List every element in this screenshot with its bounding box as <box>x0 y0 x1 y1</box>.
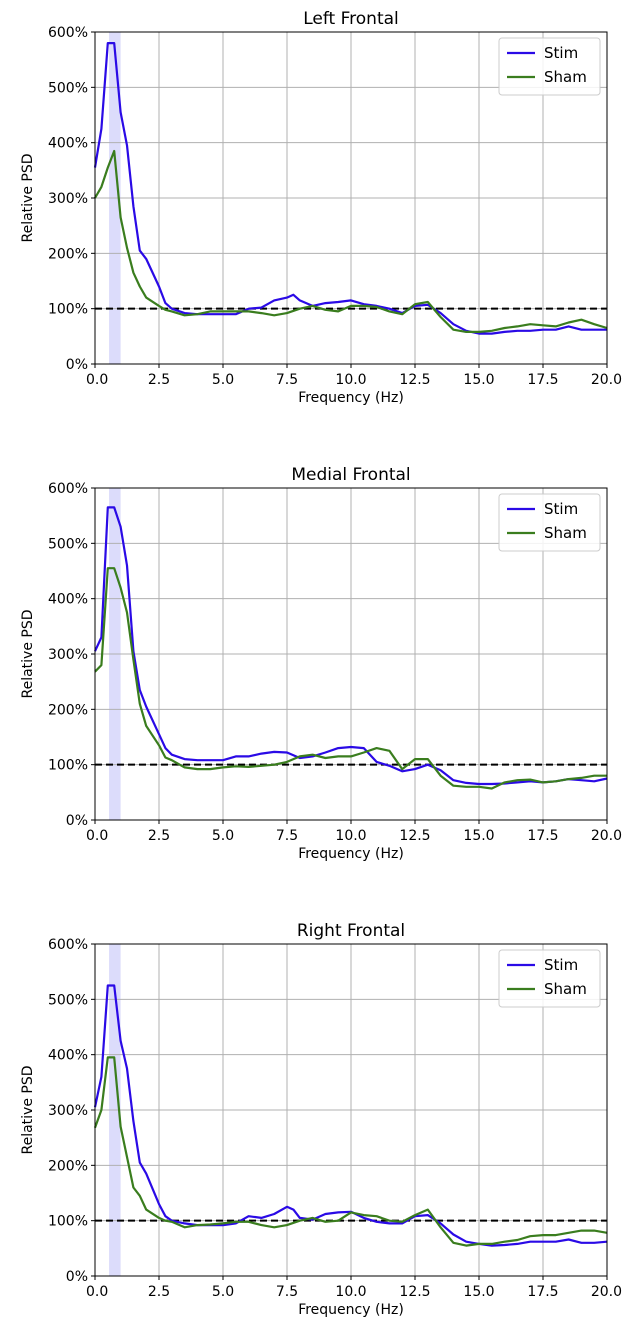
x-tick-label: 20.0 <box>591 828 622 844</box>
series-line-stim <box>94 506 608 786</box>
y-tick-label: 500% <box>48 992 88 1008</box>
series-line-sham <box>94 567 607 790</box>
y-tick-label: 400% <box>48 136 88 152</box>
series-line-sham <box>94 149 608 333</box>
y-tick-label: 100% <box>48 1214 88 1230</box>
y-tick-label: 100% <box>48 758 88 774</box>
legend-label: Stim <box>544 500 578 518</box>
x-tick-label: 17.5 <box>527 828 558 844</box>
x-tick-label: 15.0 <box>463 828 494 844</box>
y-axis-label: Relative PSD <box>20 609 36 698</box>
y-tick-label: 300% <box>48 647 88 663</box>
series-line-sham <box>93 1056 608 1247</box>
y-tick-label: 200% <box>48 246 88 262</box>
legend-label: Stim <box>544 956 578 974</box>
x-tick-label: 15.0 <box>463 372 494 388</box>
x-tick-label: 7.5 <box>276 1284 298 1300</box>
x-tick-label: 17.5 <box>527 372 558 388</box>
chart-title: Right Frontal <box>297 921 405 941</box>
y-tick-label: 0% <box>66 1269 88 1285</box>
x-axis-label: Frequency (Hz) <box>298 390 404 406</box>
legend: Stim Sham <box>498 37 601 96</box>
x-tick-label: 5.0 <box>212 828 234 844</box>
x-tick-label: 7.5 <box>276 372 298 388</box>
x-tick-label: 0.0 <box>86 1284 108 1300</box>
y-tick-label: 400% <box>48 1048 88 1064</box>
x-tick-label: 10.0 <box>335 1284 366 1300</box>
series-line-stim <box>93 984 608 1247</box>
y-tick-label: 0% <box>66 813 88 829</box>
y-tick-label: 300% <box>48 1103 88 1119</box>
x-tick-label: 20.0 <box>591 1284 622 1300</box>
x-tick-label: 7.5 <box>276 828 298 844</box>
y-tick-label: 600% <box>48 937 88 953</box>
chart-title: Medial Frontal <box>291 465 410 485</box>
x-axis-label: Frequency (Hz) <box>298 1302 404 1318</box>
legend: Stim Sham <box>498 949 601 1008</box>
x-tick-label: 5.0 <box>212 1284 234 1300</box>
legend-label: Sham <box>544 980 587 998</box>
x-tick-label: 0.0 <box>86 828 108 844</box>
x-tick-label: 10.0 <box>335 372 366 388</box>
chart-panel: 0.0 2.5 5.0 7.5 10.0 12.5 15.0 17.5 20.0 0% 100% 20… <box>20 921 622 1318</box>
legend-label: Sham <box>544 524 587 542</box>
x-tick-label: 20.0 <box>591 372 622 388</box>
x-tick-label: 2.5 <box>148 1284 170 1300</box>
y-tick-label: 400% <box>48 592 88 608</box>
y-tick-label: 200% <box>48 702 88 718</box>
x-tick-label: 17.5 <box>527 1284 558 1300</box>
x-tick-label: 2.5 <box>148 828 170 844</box>
legend: Stim Sham <box>498 493 601 552</box>
x-tick-label: 12.5 <box>399 372 430 388</box>
x-tick-label: 10.0 <box>335 828 366 844</box>
y-axis-label: Relative PSD <box>20 1065 36 1154</box>
chart-title: Left Frontal <box>303 9 399 29</box>
y-tick-label: 500% <box>48 80 88 96</box>
legend-label: Stim <box>544 44 578 62</box>
x-tick-label: 2.5 <box>148 372 170 388</box>
legend-label: Sham <box>544 68 587 86</box>
x-tick-label: 5.0 <box>212 372 234 388</box>
chart-panel: 0.0 2.5 5.0 7.5 10.0 12.5 15.0 17.5 20.0 0% 100% 20… <box>20 9 622 406</box>
y-tick-label: 100% <box>48 302 88 318</box>
y-tick-label: 300% <box>48 191 88 207</box>
y-tick-label: 0% <box>66 357 88 373</box>
y-tick-label: 200% <box>48 1158 88 1174</box>
x-tick-label: 12.5 <box>399 1284 430 1300</box>
y-tick-label: 600% <box>48 25 88 41</box>
x-tick-label: 0.0 <box>86 372 108 388</box>
y-tick-label: 500% <box>48 536 88 552</box>
x-tick-label: 15.0 <box>463 1284 494 1300</box>
y-axis-label: Relative PSD <box>20 153 36 242</box>
chart-panel: 0.0 2.5 5.0 7.5 10.0 12.5 15.0 17.5 20.0 0% 100% 20… <box>20 465 622 862</box>
y-tick-label: 600% <box>48 481 88 497</box>
x-tick-label: 12.5 <box>399 828 430 844</box>
x-axis-label: Frequency (Hz) <box>298 846 404 862</box>
